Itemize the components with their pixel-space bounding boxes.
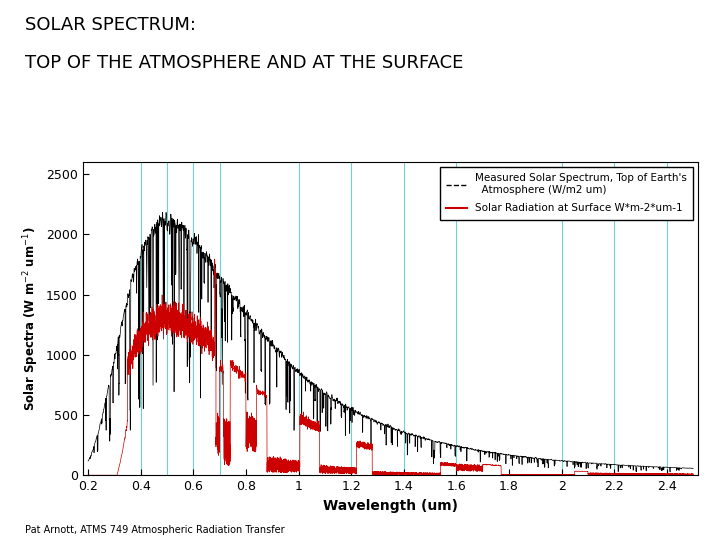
Text: TOP OF THE ATMOSPHERE AND AT THE SURFACE: TOP OF THE ATMOSPHERE AND AT THE SURFACE <box>25 54 464 72</box>
Y-axis label: Solar Spectra (W m$^{-2}$ um$^{-1}$): Solar Spectra (W m$^{-2}$ um$^{-1}$) <box>21 226 40 411</box>
Legend: Measured Solar Spectrum, Top of Earth's
  Atmosphere (W/m2 um), Solar Radiation : Measured Solar Spectrum, Top of Earth's … <box>440 167 693 220</box>
Text: SOLAR SPECTRUM:: SOLAR SPECTRUM: <box>25 16 196 34</box>
X-axis label: Wavelength (um): Wavelength (um) <box>323 498 458 512</box>
Text: Pat Arnott, ATMS 749 Atmospheric Radiation Transfer: Pat Arnott, ATMS 749 Atmospheric Radiati… <box>25 524 285 535</box>
